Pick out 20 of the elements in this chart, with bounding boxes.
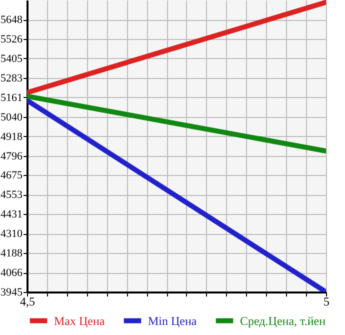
y-tick-label: 4918 — [0, 130, 23, 143]
y-tick-label: 3945 — [0, 286, 23, 298]
y-tick-label: 5405 — [0, 52, 23, 65]
y-tick-label: 4796 — [0, 150, 23, 162]
y-tick-label: 4553 — [0, 189, 23, 202]
x-tick-label: 4,5 — [20, 294, 35, 308]
y-tick-label: 5648 — [0, 14, 23, 26]
legend-label: Max Цена — [54, 314, 106, 328]
y-tick-label: 5283 — [0, 72, 23, 84]
y-tick-label: 5040 — [0, 111, 23, 124]
y-tick-label: 4310 — [0, 228, 23, 240]
legend-label: Сред.Цена, т.йен — [240, 314, 326, 328]
y-tick-label: 4188 — [0, 248, 23, 260]
y-tick-label: 5161 — [0, 92, 22, 104]
y-tick-label: 4675 — [0, 170, 23, 182]
legend-label: Min Цена — [148, 314, 198, 328]
y-tick-label: 4431 — [0, 208, 22, 221]
x-tick-label: 5 — [324, 294, 330, 308]
y-tick-label: 4066 — [0, 267, 23, 280]
y-tick-label: 5526 — [0, 34, 23, 46]
